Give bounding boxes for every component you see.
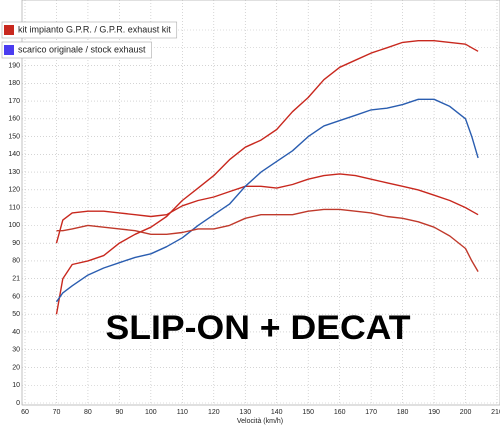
x-tick-label: 110 xyxy=(177,409,188,416)
x-tick-label: 150 xyxy=(302,409,314,416)
y-tick-label: 180 xyxy=(8,80,20,87)
lines xyxy=(55,40,479,315)
x-tick-label: 130 xyxy=(239,409,251,416)
y-tick-label: 150 xyxy=(8,133,20,140)
grid: 0 10 20 30 40 50 60 21 80 90 100 110 120 130 140 150 160… xyxy=(8,0,500,416)
y-tick-label: 60 xyxy=(12,293,20,300)
y-tick-label: 130 xyxy=(8,169,20,176)
data-line xyxy=(55,40,479,315)
legend-swatch xyxy=(4,45,14,55)
y-tick-label: 160 xyxy=(8,116,20,123)
x-tick-label: 210 xyxy=(491,409,500,416)
x-tick-label: 160 xyxy=(334,409,346,416)
y-tick-label: 80 xyxy=(12,258,20,265)
y-tick-label: 110 xyxy=(9,204,20,211)
x-tick-label: 170 xyxy=(365,409,377,416)
y-tick-label: 21 xyxy=(12,276,20,283)
y-tick-label: 190 xyxy=(8,62,20,69)
x-tick-label: 70 xyxy=(53,409,61,416)
x-tick-label: 200 xyxy=(460,409,472,416)
legend-label: scarico originale / stock exhaust xyxy=(18,44,146,54)
y-tick-label: 170 xyxy=(8,98,20,105)
plot-area xyxy=(21,0,500,406)
data-line xyxy=(55,173,479,244)
y-tick-label: 90 xyxy=(12,240,20,247)
y-tick-label: 140 xyxy=(8,151,20,158)
x-tick-label: 90 xyxy=(116,409,124,416)
y-tick-label: 20 xyxy=(12,364,20,371)
data-line xyxy=(55,98,479,303)
y-tick-label: 40 xyxy=(12,329,20,336)
x-tick-label: 190 xyxy=(428,409,440,416)
legend-box xyxy=(1,41,152,59)
y-tick-label: 50 xyxy=(12,311,20,318)
annotation: SLIP-ON + DECAT xyxy=(106,309,411,347)
x-tick-label: 100 xyxy=(145,409,157,416)
data-line xyxy=(56,208,479,272)
y-tick-label: 120 xyxy=(8,187,20,194)
x-tick-label: 60 xyxy=(21,409,29,416)
y-tick-label: 100 xyxy=(8,222,20,229)
legend-label: kit impianto G.P.R. / G.P.R. exhaust kit xyxy=(18,24,171,34)
y-tick-label: 0 xyxy=(16,400,20,407)
x-tick-label: 120 xyxy=(208,409,220,416)
y-tick-label: 30 xyxy=(12,347,20,354)
y-tick-label: 10 xyxy=(12,382,20,389)
legend-swatch xyxy=(4,25,14,35)
x-tick-label: 80 xyxy=(84,409,92,416)
x-tick-label: 180 xyxy=(397,409,409,416)
legend-box xyxy=(1,21,178,39)
x-axis-label: Velocità (km/h) xyxy=(237,418,283,425)
x-tick-label: 140 xyxy=(271,409,283,416)
legend: kit impianto G.P.R. / G.P.R. exhaust kit… xyxy=(1,21,178,59)
